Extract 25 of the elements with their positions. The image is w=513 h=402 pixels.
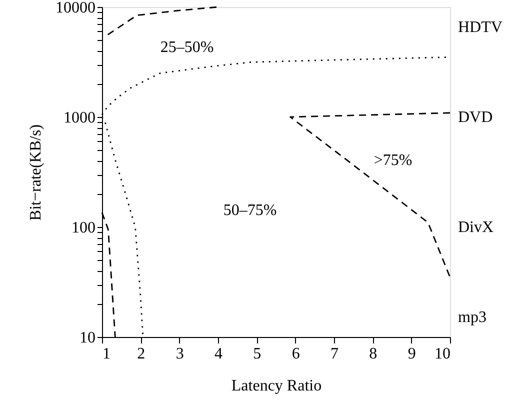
x-tick-label: 7 bbox=[330, 346, 338, 362]
x-tick-label: 5 bbox=[253, 346, 262, 362]
annotation: 50–75% bbox=[223, 202, 277, 219]
text: DVD bbox=[458, 109, 493, 126]
text: HDTV bbox=[458, 19, 503, 36]
y-tick-label: 10 bbox=[80, 330, 96, 346]
text: mp3 bbox=[458, 309, 486, 326]
annotation: >75% bbox=[374, 152, 412, 169]
annotation: 25–50% bbox=[160, 39, 214, 56]
line-series bbox=[107, 6, 219, 36]
y-tick-label: 10000 bbox=[56, 0, 96, 16]
x-tick-label: 9 bbox=[408, 346, 416, 362]
x-axis-title: Latency Ratio bbox=[231, 378, 322, 394]
x-tick-label: 10 bbox=[434, 346, 450, 362]
x-tick-label: 1 bbox=[102, 346, 110, 362]
x-tick-label: 8 bbox=[369, 346, 378, 362]
x-tick-label: 2 bbox=[137, 346, 146, 362]
y-tick-label: 100 bbox=[72, 220, 96, 236]
text: DivX bbox=[458, 219, 494, 236]
y-tick-label: 1000 bbox=[64, 110, 96, 126]
y-axis-title: Bit−rate(KB/s) bbox=[28, 124, 44, 221]
x-tick-label: 4 bbox=[214, 346, 222, 362]
x-tick-label: 6 bbox=[292, 346, 300, 362]
x-tick-label: 3 bbox=[176, 346, 184, 362]
line-series bbox=[290, 112, 451, 278]
